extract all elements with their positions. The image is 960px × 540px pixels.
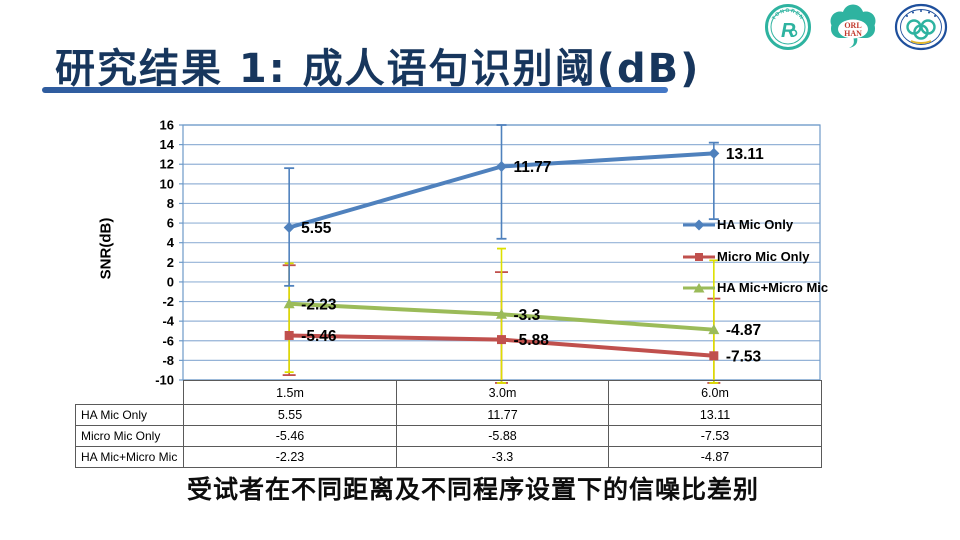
svg-text:-4: -4 [162, 314, 174, 329]
legend-label: HA Mic Only [717, 217, 794, 232]
page-title: 研究结果 1: 成人语句识别阈(dB) [55, 46, 701, 92]
svg-text:-7.53: -7.53 [726, 348, 762, 365]
svg-text:-8: -8 [162, 353, 174, 368]
svg-text:8: 8 [167, 196, 174, 211]
legend-item-ha-mic-micro-mic: HA Mic+Micro Mic [683, 280, 828, 295]
svg-text:16: 16 [160, 118, 174, 133]
table-cell: 5.55 [183, 404, 397, 426]
svg-text:6: 6 [167, 216, 174, 231]
table-cell: -5.88 [396, 425, 609, 447]
hospital-emblem-icon [894, 3, 948, 51]
table-header-row: 1.5m 3.0m 6.0m [76, 380, 822, 405]
svg-text:-6: -6 [162, 333, 174, 348]
slide-caption: 受试者在不同距离及不同程序设置下的信噪比差别 [186, 476, 759, 504]
svg-text:2: 2 [167, 255, 174, 270]
title-underline [42, 87, 668, 93]
table-cell: 13.11 [608, 404, 822, 426]
tongren-logo-icon: TONGREN R [765, 4, 811, 50]
square-marker-icon [683, 252, 715, 261]
svg-text:12: 12 [160, 157, 174, 172]
table-row: Micro Mic Only -5.46 -5.88 -7.53 [75, 425, 822, 447]
row-label: HA Mic Only [75, 404, 184, 426]
table-cell: 11.77 [396, 404, 609, 426]
table-row: HA Mic+Micro Mic -2.23 -3.3 -4.87 [75, 446, 822, 468]
table-cell: -2.23 [183, 446, 397, 468]
svg-text:11.77: 11.77 [514, 159, 552, 176]
svg-text:-3.3: -3.3 [514, 307, 541, 324]
table-corner-cell [76, 381, 184, 405]
row-label: HA Mic+Micro Mic [75, 446, 184, 468]
table-cell: -5.46 [183, 425, 397, 447]
col-header-3-0m: 3.0m [396, 380, 609, 405]
col-header-6-0m: 6.0m [608, 380, 822, 405]
legend-label: HA Mic+Micro Mic [717, 280, 829, 295]
col-header-1-5m: 1.5m [183, 380, 397, 405]
svg-text:-2: -2 [162, 294, 174, 309]
table-row: HA Mic Only 5.55 11.77 13.11 [75, 404, 822, 426]
svg-text:HAN: HAN [844, 29, 862, 38]
svg-text:14: 14 [160, 137, 175, 152]
row-label: Micro Mic Only [75, 425, 184, 447]
triangle-marker-icon [683, 282, 715, 292]
svg-text:4: 4 [167, 235, 175, 250]
svg-text:-5.46: -5.46 [301, 328, 337, 345]
legend-item-micro-mic-only: Micro Mic Only [683, 249, 809, 264]
svg-text:0: 0 [167, 274, 174, 289]
svg-text:-4.87: -4.87 [726, 322, 761, 339]
svg-text:10: 10 [160, 176, 174, 191]
table-cell: -7.53 [608, 425, 822, 447]
table-cell: -3.3 [396, 446, 609, 468]
orl-han-logo-icon: ORL HAN [830, 4, 876, 48]
svg-text:-2.23: -2.23 [301, 296, 337, 313]
diamond-marker-icon [683, 219, 715, 230]
logo-bar: TONGREN R ORL HAN [764, 3, 948, 51]
svg-text:13.11: 13.11 [726, 146, 764, 163]
y-axis-label: SNR(dB) [97, 217, 115, 280]
svg-text:-5.88: -5.88 [514, 332, 550, 349]
legend-label: Micro Mic Only [717, 249, 810, 264]
svg-text:5.55: 5.55 [301, 220, 332, 237]
data-table: 1.5m 3.0m 6.0m HA Mic Only 5.55 11.77 13… [75, 380, 822, 468]
svg-text:-10: -10 [155, 373, 174, 388]
legend-item-ha-mic-only: HA Mic Only [683, 217, 793, 232]
svg-text:ORL: ORL [844, 21, 861, 30]
table-cell: -4.87 [608, 446, 822, 468]
